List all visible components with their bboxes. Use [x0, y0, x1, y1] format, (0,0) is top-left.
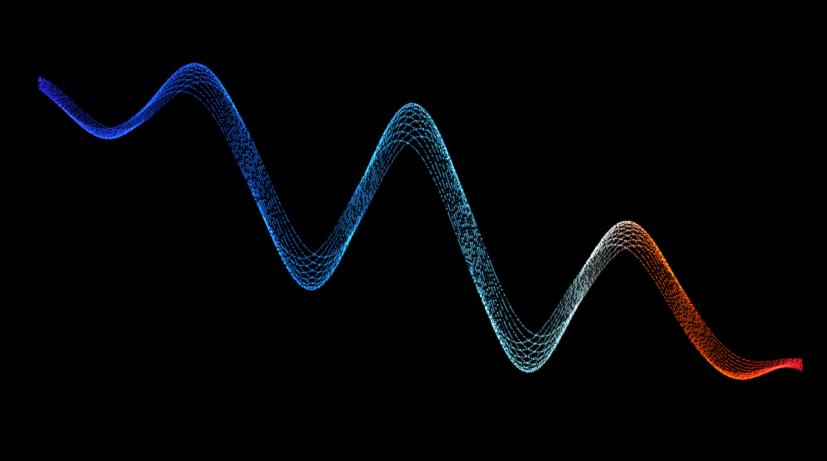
wave-surface-plot — [0, 0, 827, 461]
visualization-stage — [0, 0, 827, 461]
